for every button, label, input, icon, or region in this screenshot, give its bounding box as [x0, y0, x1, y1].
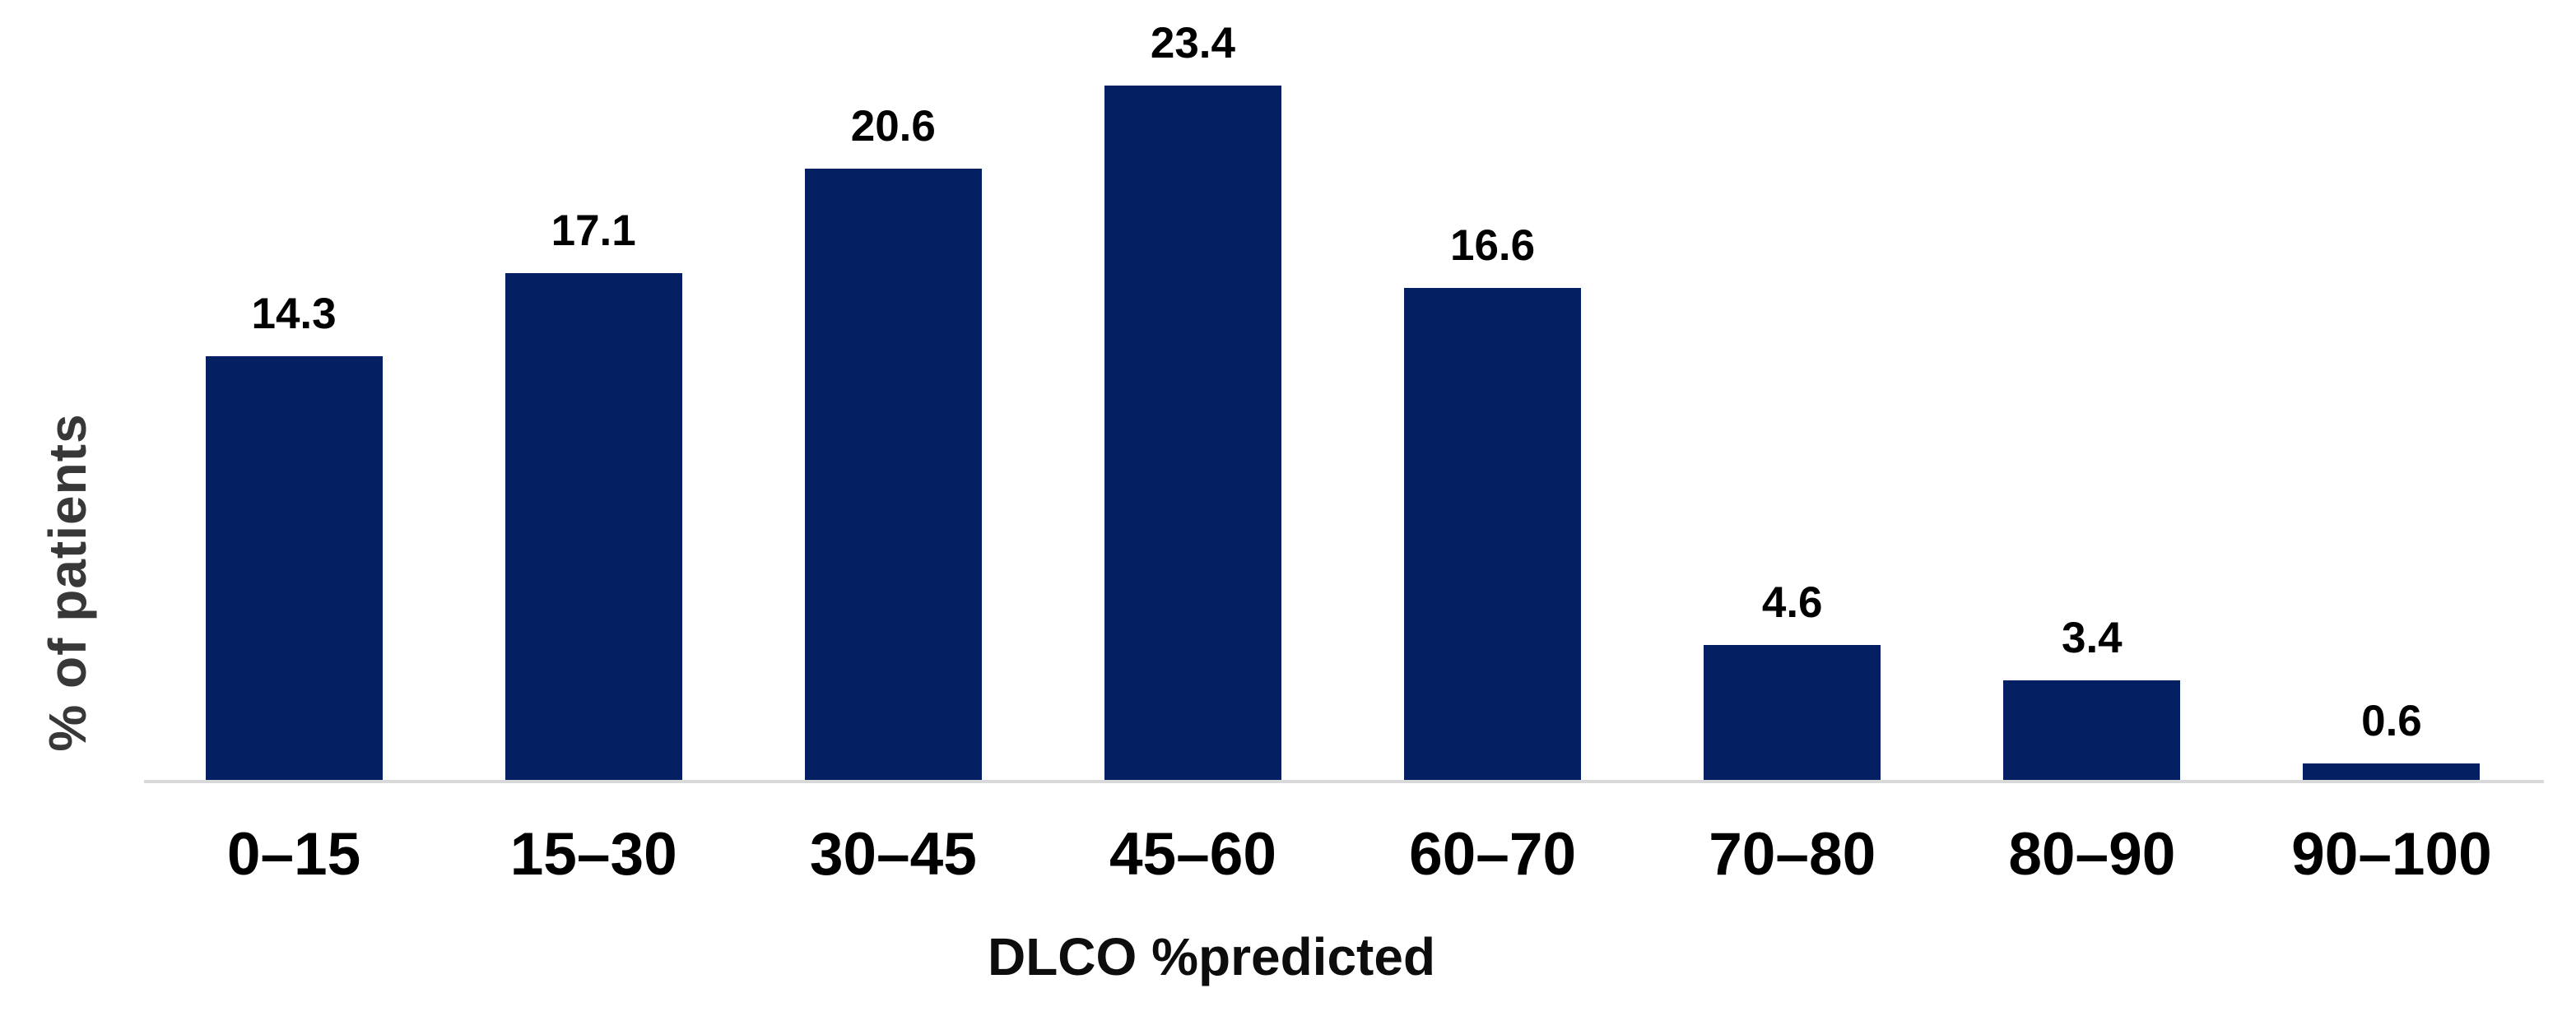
bar — [2303, 763, 2481, 782]
bar-group: 16.6 — [1343, 0, 1643, 782]
bar — [1704, 645, 1881, 782]
x-axis-title: DLCO %predicted — [987, 927, 1436, 986]
bar-value-label: 23.4 — [1150, 19, 1236, 68]
x-tick-label: 15–30 — [509, 821, 677, 888]
bar — [2003, 680, 2181, 782]
plot-area: 14.3 17.1 20.6 23.4 16.6 4.6 3.4 0.6 — [144, 0, 2541, 782]
bar-value-label: 4.6 — [1761, 578, 1823, 628]
bar-value-label: 16.6 — [1449, 221, 1536, 271]
bar — [205, 356, 383, 782]
y-axis-title: % of patients — [38, 413, 97, 752]
bar-value-label: 17.1 — [551, 206, 636, 256]
bar-value-label: 14.3 — [251, 290, 337, 339]
bar-value-label: 20.6 — [850, 102, 936, 151]
x-tick-label: 70–80 — [1709, 821, 1876, 888]
x-tick-label: 0–15 — [226, 821, 361, 888]
x-axis-tick-labels: 0–15 15–30 30–45 45–60 60–70 70–80 80–90 90–100 — [144, 824, 2541, 884]
bar — [1404, 288, 1582, 782]
bar — [804, 169, 982, 782]
x-tick-label: 45–60 — [1109, 821, 1276, 888]
bar-group: 4.6 — [1643, 0, 1942, 782]
x-tick-label: 90–100 — [2291, 821, 2492, 888]
bar-value-label: 3.4 — [2061, 614, 2123, 663]
bar-group: 3.4 — [1942, 0, 2242, 782]
bar — [1104, 86, 1281, 782]
bar-group: 0.6 — [2242, 0, 2541, 782]
x-axis-line — [144, 780, 2544, 783]
x-tick-label: 30–45 — [809, 821, 977, 888]
x-tick-label: 60–70 — [1409, 821, 1577, 888]
bar — [505, 273, 682, 782]
bar-group: 17.1 — [444, 0, 743, 782]
bar-group: 23.4 — [1043, 0, 1342, 782]
bar-group: 20.6 — [743, 0, 1043, 782]
bar-group: 14.3 — [144, 0, 444, 782]
x-tick-label: 80–90 — [2008, 821, 2176, 888]
bar-value-label: 0.6 — [2361, 697, 2422, 746]
